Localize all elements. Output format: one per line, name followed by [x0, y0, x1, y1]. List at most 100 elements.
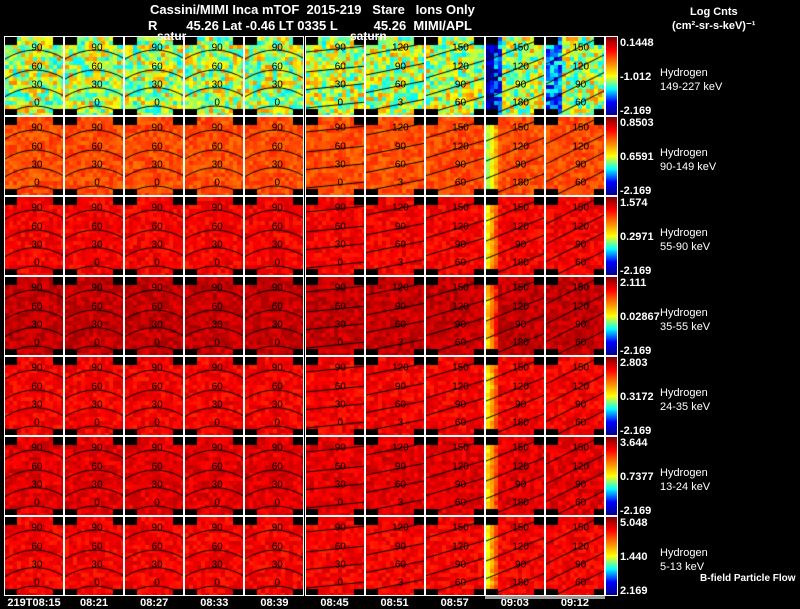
colorbar-max-value: 0.1448	[620, 37, 654, 49]
contour-label: 30	[271, 239, 283, 251]
contour-label: 90	[454, 319, 467, 331]
contour-label: 30	[271, 79, 283, 91]
contour-label: 90	[454, 79, 467, 91]
panel-image	[545, 357, 604, 435]
panel-image	[65, 37, 124, 115]
contour-label: 90	[31, 282, 43, 294]
contour-label: 30	[151, 479, 163, 491]
contour-label: 30	[271, 479, 283, 491]
contour-label: 120	[392, 202, 409, 214]
colorbar-mid-value: 0.7377	[620, 471, 654, 483]
contour-label: 60	[575, 257, 587, 269]
contour-label: 30	[151, 159, 163, 171]
contour-label: 60	[334, 541, 346, 553]
contour-label: 90	[271, 42, 283, 54]
colorbar-min-value: -2.169	[620, 185, 652, 197]
panel-image	[125, 37, 184, 115]
contour-label: 60	[575, 177, 587, 189]
contour-label: 30	[211, 319, 223, 331]
panel-image	[545, 197, 604, 275]
contour-label: 0	[214, 337, 220, 349]
panel-image	[185, 117, 244, 195]
contour-label: 120	[512, 61, 529, 73]
contour-label: 0	[337, 577, 344, 589]
heatmap-panel: 90 60 30 0	[4, 116, 64, 196]
contour-label: 90	[211, 522, 223, 534]
contour-label: 30	[334, 559, 346, 571]
contour-label: 180	[512, 417, 529, 429]
colorbar-min-value: -2.169	[620, 265, 652, 277]
contour-label: 90	[271, 362, 283, 374]
contour-label: 60	[334, 461, 346, 473]
contour-label: 60	[151, 61, 163, 73]
contour-label: 90	[91, 362, 103, 374]
contour-label: 60	[91, 141, 103, 153]
panel-image	[5, 277, 63, 355]
heatmap-panel: 90 60 30 0	[4, 436, 64, 516]
time-tick-label: 08:21	[80, 597, 109, 609]
contour-label: 90	[31, 522, 43, 534]
contour-label: 30	[151, 79, 163, 91]
contour-label: 90	[394, 381, 406, 393]
contour-label: 150	[572, 202, 590, 214]
time-tick-label: 08:45	[320, 597, 349, 609]
contour-label: 30	[334, 239, 346, 251]
contour-label: 60	[454, 257, 467, 269]
contour-label: 60	[271, 381, 283, 393]
heatmap-panel: 150 120 90 60	[544, 36, 605, 116]
contour-label: 30	[334, 79, 346, 91]
panel-image	[245, 37, 304, 115]
contour-label: 120	[512, 221, 529, 233]
panel-image	[305, 517, 364, 595]
species-name: Hydrogen	[660, 227, 708, 239]
energy-range: 13-24 keV	[660, 481, 711, 493]
contour-label: 30	[271, 159, 283, 171]
panel-image	[245, 197, 304, 275]
colorbar-mid-value: 0.02867	[620, 311, 660, 323]
contour-label: 3	[397, 577, 404, 589]
heatmap-panel: 150 120 90 60	[424, 276, 485, 356]
contour-label: 30	[271, 319, 283, 331]
time-tick-label: 08:57	[440, 597, 469, 609]
contour-label: 3	[397, 177, 404, 189]
panel-image	[545, 37, 604, 115]
heatmap-panel: 90 60 30 0	[124, 116, 185, 196]
contour-label: 120	[572, 301, 590, 313]
contour-label: 0	[274, 417, 281, 429]
contour-label: 30	[31, 479, 43, 491]
heatmap-panel: 150 120 90 60	[424, 36, 485, 116]
colorbar	[605, 36, 618, 116]
energy-range: 55-90 keV	[660, 241, 711, 253]
colorbar-max-value: 3.644	[620, 437, 648, 449]
heatmap-panel: 90 60 30 0	[4, 36, 64, 116]
heatmap-panel: 90 60 30 0	[304, 196, 365, 276]
contour-label: 0	[34, 257, 40, 269]
contour-label: 0	[214, 417, 220, 429]
contour-label: 60	[91, 61, 103, 73]
energy-range: 35-55 keV	[660, 321, 711, 333]
panel-image	[185, 197, 244, 275]
contour-label: 0	[94, 497, 100, 509]
panel-image	[185, 37, 244, 115]
panel-image	[125, 517, 184, 595]
contour-label: 60	[334, 301, 346, 313]
panel-image	[305, 437, 364, 515]
panel-image	[305, 117, 364, 195]
contour-label: 30	[211, 559, 223, 571]
heatmap-panel: 90 60 30 0	[124, 276, 185, 356]
heatmap-panel: 150 120 90 180	[484, 436, 545, 516]
contour-label: 3	[397, 257, 404, 269]
contour-label: 60	[151, 221, 163, 233]
contour-label: 150	[512, 282, 529, 294]
contour-label: 60	[91, 221, 103, 233]
contour-label: 90	[91, 202, 103, 214]
colorbar-min-value: 2.169	[620, 585, 648, 597]
contour-label: 90	[211, 202, 223, 214]
contour-label: 120	[452, 541, 469, 553]
contour-label: 150	[572, 122, 590, 134]
panel-image	[5, 437, 63, 515]
contour-label: 90	[91, 42, 103, 54]
contour-label: 120	[392, 282, 409, 294]
species-label: Hydrogen 13-24 keV	[660, 466, 710, 494]
contour-label: 60	[31, 141, 43, 153]
